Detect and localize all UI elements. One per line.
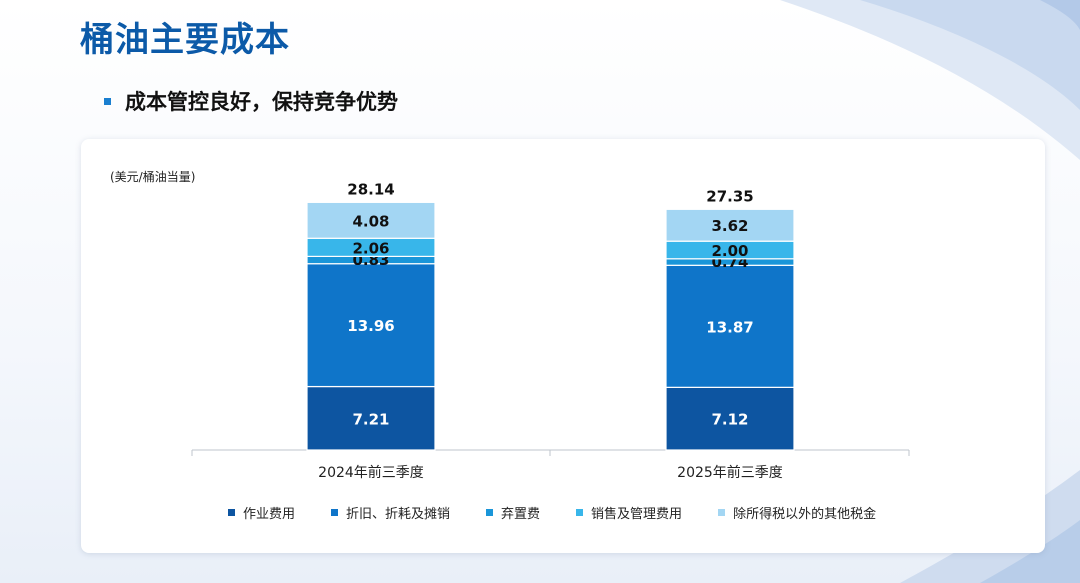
data-label: 3.62 [711,217,748,235]
bar-segment [665,208,795,242]
bar-segment [665,386,795,451]
data-label: 13.87 [706,318,753,336]
legend-item: 作业费用 [228,503,295,522]
x-tick-label: 2025年前三季度 [677,464,783,481]
data-label: 7.12 [711,411,748,429]
legend-item: 销售及管理费用 [576,503,682,522]
subtitle-row: 成本管控良好，保持竞争优势 [104,86,398,116]
data-label: 4.08 [352,212,389,230]
x-tick-label: 2024年前三季度 [318,464,424,481]
data-label: 2.00 [711,242,748,260]
legend-label: 弃置费 [501,507,541,522]
bar-segment [306,263,436,388]
bar-segment [306,201,436,239]
legend-item: 弃置费 [486,503,540,522]
y-axis-unit-label: (美元/桶油当量) [110,170,196,184]
legend-label: 销售及管理费用 [591,507,683,522]
subtitle: 成本管控良好，保持竞争优势 [125,90,398,114]
legend-item: 除所得税以外的其他税金 [718,503,876,522]
legend-swatch-icon [228,509,235,516]
data-label: 2.06 [352,239,389,257]
legend-label: 除所得税以外的其他税金 [733,507,877,522]
legend-swatch-icon [486,509,494,516]
data-label: 7.21 [352,410,389,428]
legend-label: 折旧、折耗及摊销 [346,507,451,522]
legend-label: 作业费用 [243,507,296,522]
total-label: 28.14 [347,180,394,198]
bar-segment [665,264,795,388]
bullet-square-icon [104,97,111,105]
bar-segment [306,385,436,451]
data-label: 13.96 [347,317,394,335]
legend-swatch-icon [718,509,726,516]
page-title: 桶油主要成本 [80,20,290,60]
legend-swatch-icon [331,509,339,516]
legend-swatch-icon [576,509,584,516]
total-label: 27.35 [706,187,753,205]
chart-legend: 作业费用 折旧、折耗及摊销 弃置费 销售及管理费用 除所得税以外的其他税金 [228,503,912,522]
legend-item: 折旧、折耗及摊销 [331,503,450,522]
chart-card [81,139,1045,553]
